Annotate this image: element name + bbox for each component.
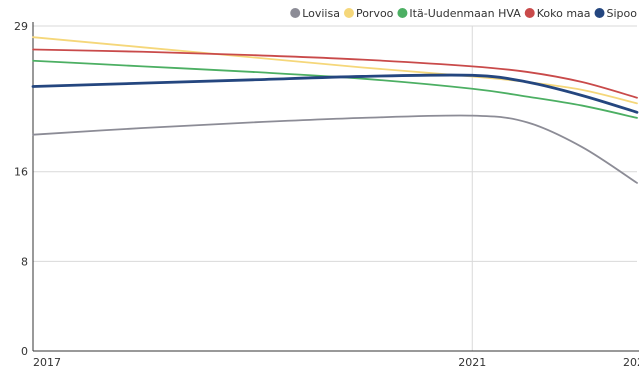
legend-item-it-uudenmaan-hva[interactable]: Itä-Uudenmaan HVA (397, 7, 521, 20)
x-tick-label-2021: 2021 (458, 356, 486, 369)
legend-marker-koko-maa (524, 8, 535, 18)
legend-marker-porvoo (343, 8, 354, 18)
legend-marker-sipoo (594, 8, 605, 18)
legend-label-it-uudenmaan-hva: Itä-Uudenmaan HVA (409, 7, 521, 20)
legend-label-koko-maa: Koko maa (537, 7, 591, 20)
y-tick-label-16: 16 (14, 166, 28, 179)
series-lines (31, 36, 639, 184)
legend[interactable]: Loviisa Porvoo Itä-Uudenmaan HVA Koko maa Si… (290, 7, 637, 20)
legend-item-porvoo[interactable]: Porvoo (343, 7, 394, 20)
series-line-porvoo (32, 36, 638, 105)
legend-label-porvoo: Porvoo (356, 7, 394, 20)
series-line-koko-maa (32, 48, 638, 99)
series-line-loviisa (32, 114, 638, 184)
axes: 0 8 16 29 2017 2021 2022 (14, 20, 639, 369)
x-tick-label-2017: 2017 (33, 356, 61, 369)
x-tick-label-2022: 2022 (623, 356, 639, 369)
legend-label-loviisa: Loviisa (302, 7, 340, 20)
y-tick-label-29: 29 (14, 20, 28, 33)
grid (33, 25, 637, 351)
y-tick-label-0: 0 (21, 345, 28, 358)
legend-item-sipoo[interactable]: Sipoo (594, 7, 638, 20)
series-line-sipoo (31, 73, 639, 114)
legend-item-koko-maa[interactable]: Koko maa (524, 7, 591, 20)
y-tick-label-8: 8 (21, 255, 28, 268)
legend-item-loviisa[interactable]: Loviisa (290, 7, 340, 20)
series-line-it-uudenmaan-hva (32, 59, 638, 119)
legend-label-sipoo: Sipoo (607, 7, 638, 20)
legend-marker-it-uudenmaan-hva (397, 8, 408, 18)
legend-marker-loviisa (290, 8, 301, 18)
